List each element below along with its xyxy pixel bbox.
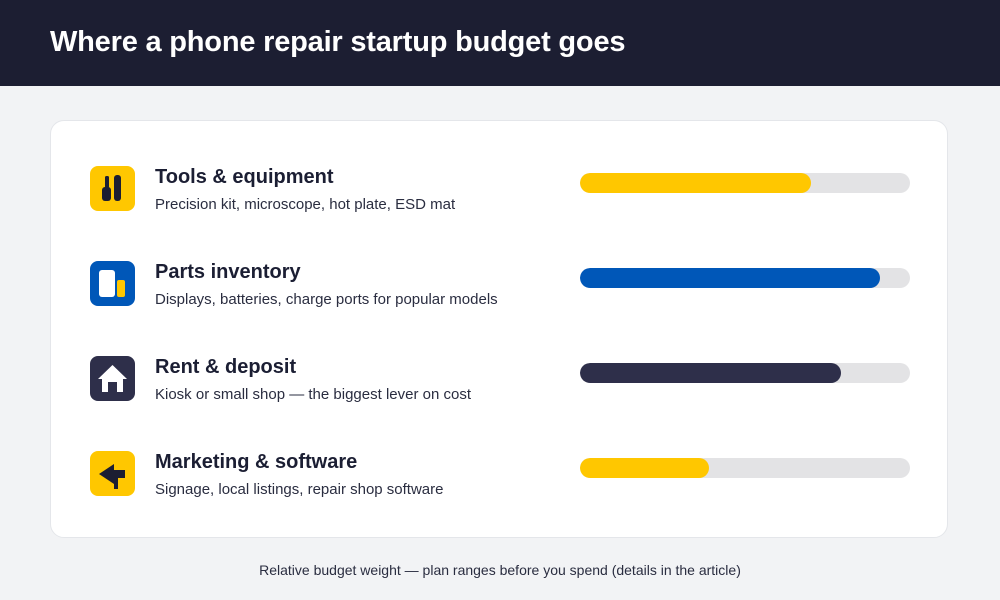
bar-track xyxy=(580,173,910,193)
budget-row-tools: Tools & equipment Precision kit, microsc… xyxy=(51,166,949,226)
budget-row-rent: Rent & deposit Kiosk or small shop — the… xyxy=(51,356,949,416)
bar-description: Kiosk or small shop — the biggest lever … xyxy=(155,386,471,403)
bar-label: Rent & deposit xyxy=(155,356,297,378)
bar-fill-rent xyxy=(580,363,841,383)
bar-fill-marketing xyxy=(580,458,709,478)
house-icon xyxy=(90,356,135,401)
bar-fill-tools xyxy=(580,173,811,193)
bar-track xyxy=(580,363,910,383)
bar-label: Parts inventory xyxy=(155,261,301,283)
header: Where a phone repair startup budget goes xyxy=(0,0,1000,86)
bar-track xyxy=(580,458,910,478)
bar-description: Displays, batteries, charge ports for po… xyxy=(155,291,498,308)
parts-icon xyxy=(90,261,135,306)
budget-row-parts: Parts inventory Displays, batteries, cha… xyxy=(51,261,949,321)
arrow-left-icon xyxy=(90,451,135,496)
budget-card: Tools & equipment Precision kit, microsc… xyxy=(50,120,948,538)
bar-description: Precision kit, microscope, hot plate, ES… xyxy=(155,196,456,213)
bar-label: Tools & equipment xyxy=(155,166,334,188)
bar-track xyxy=(580,268,910,288)
bar-fill-parts xyxy=(580,268,881,288)
page-title: Where a phone repair startup budget goes xyxy=(50,26,626,58)
tools-icon xyxy=(90,166,135,211)
chart-caption: Relative budget weight — plan ranges bef… xyxy=(259,562,741,578)
bar-label: Marketing & software xyxy=(155,451,358,473)
budget-row-marketing: Marketing & software Signage, local list… xyxy=(51,451,949,511)
bar-description: Signage, local listings, repair shop sof… xyxy=(155,481,444,498)
